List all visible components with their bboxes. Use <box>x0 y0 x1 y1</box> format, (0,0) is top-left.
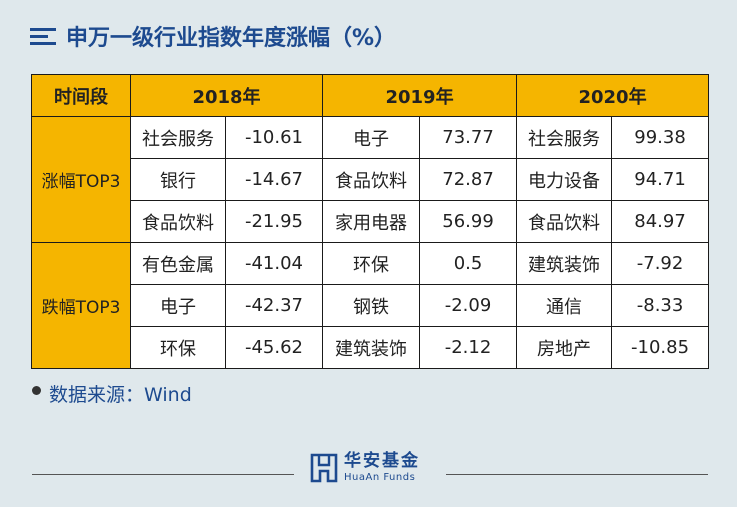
industry-cell: 通信 <box>516 284 613 327</box>
value-cell: -2.12 <box>419 326 518 369</box>
header-2020: 2020年 <box>516 74 710 117</box>
menu-lines-icon <box>30 26 56 46</box>
value-cell: 73.77 <box>419 116 518 159</box>
value-cell: 0.5 <box>419 242 518 285</box>
value-cell: -45.62 <box>224 326 324 369</box>
value-cell: -14.67 <box>224 158 324 201</box>
footer-divider-right <box>446 474 708 476</box>
industry-cell: 电力设备 <box>516 158 613 201</box>
header-period: 时间段 <box>31 74 131 117</box>
industry-cell: 社会服务 <box>130 116 226 159</box>
industry-cell: 环保 <box>130 326 226 369</box>
industry-cell: 食品饮料 <box>130 200 226 243</box>
industry-cell: 建筑装饰 <box>322 326 421 369</box>
industry-cell: 建筑装饰 <box>516 242 613 285</box>
value-cell: -10.85 <box>611 326 710 369</box>
value-cell: 84.97 <box>611 200 710 243</box>
table-row: 银行 -14.67 食品饮料 72.87 电力设备 94.71 <box>32 158 710 201</box>
table-row: 涨幅TOP3 社会服务 -10.61 电子 73.77 社会服务 99.38 <box>31 116 710 243</box>
value-cell: -2.09 <box>419 284 518 327</box>
logo-english-name: HuaAn Funds <box>344 472 416 483</box>
industry-cell: 食品饮料 <box>322 158 421 201</box>
table-row: 环保 -45.62 建筑装饰 -2.12 房地产 -10.85 <box>32 326 710 369</box>
header-2019: 2019年 <box>322 74 518 117</box>
industry-cell: 钢铁 <box>322 284 421 327</box>
value-cell: -8.33 <box>611 284 710 327</box>
industry-cell: 食品饮料 <box>516 200 613 243</box>
value-cell: -10.61 <box>224 116 324 159</box>
value-cell: 56.99 <box>419 200 518 243</box>
logo-chinese-name: 华安基金 <box>344 451 420 471</box>
value-cell: 72.87 <box>419 158 518 201</box>
value-cell: 94.71 <box>611 158 710 201</box>
table-row: 食品饮料 -21.95 家用电器 56.99 食品饮料 84.97 <box>32 200 710 243</box>
value-cell: -42.37 <box>224 284 324 327</box>
industry-cell: 电子 <box>322 116 421 159</box>
data-source-note: 数据来源：Wind <box>32 380 192 407</box>
value-cell: -21.95 <box>224 200 324 243</box>
table-header-row: 时间段 2018年 2019年 2020年 <box>31 74 710 117</box>
industry-cell: 社会服务 <box>516 116 613 159</box>
rise-top3-label: 涨幅TOP3 <box>31 116 131 243</box>
bullet-dot-icon <box>32 386 41 395</box>
industry-cell: 有色金属 <box>130 242 226 285</box>
industry-cell: 房地产 <box>516 326 613 369</box>
value-cell: -41.04 <box>224 242 324 285</box>
header-2018: 2018年 <box>129 74 324 117</box>
page-title-bar: 申万一级行业指数年度涨幅（%） <box>30 14 396 58</box>
huaan-logo-icon <box>310 453 338 483</box>
footer-divider-left <box>32 474 294 476</box>
table-row: 电子 -42.37 钢铁 -2.09 通信 -8.33 <box>32 284 710 327</box>
industry-cell: 银行 <box>130 158 226 201</box>
fall-top3-label: 跌幅TOP3 <box>31 242 131 369</box>
industry-cell: 环保 <box>322 242 421 285</box>
page-title: 申万一级行业指数年度涨幅（%） <box>66 26 397 51</box>
value-cell: 99.38 <box>611 116 710 159</box>
industry-index-table: 时间段 2018年 2019年 2020年 涨幅TOP3 社会服务 -10.61… <box>31 74 710 369</box>
company-logo: 华安基金 HuaAn Funds <box>310 453 420 483</box>
value-cell: -7.92 <box>611 242 710 285</box>
industry-cell: 家用电器 <box>322 200 421 243</box>
industry-cell: 电子 <box>130 284 226 327</box>
data-source-text: 数据来源：Wind <box>49 384 192 406</box>
table-row: 跌幅TOP3 有色金属 -41.04 环保 0.5 建筑装饰 -7.92 <box>31 242 710 369</box>
